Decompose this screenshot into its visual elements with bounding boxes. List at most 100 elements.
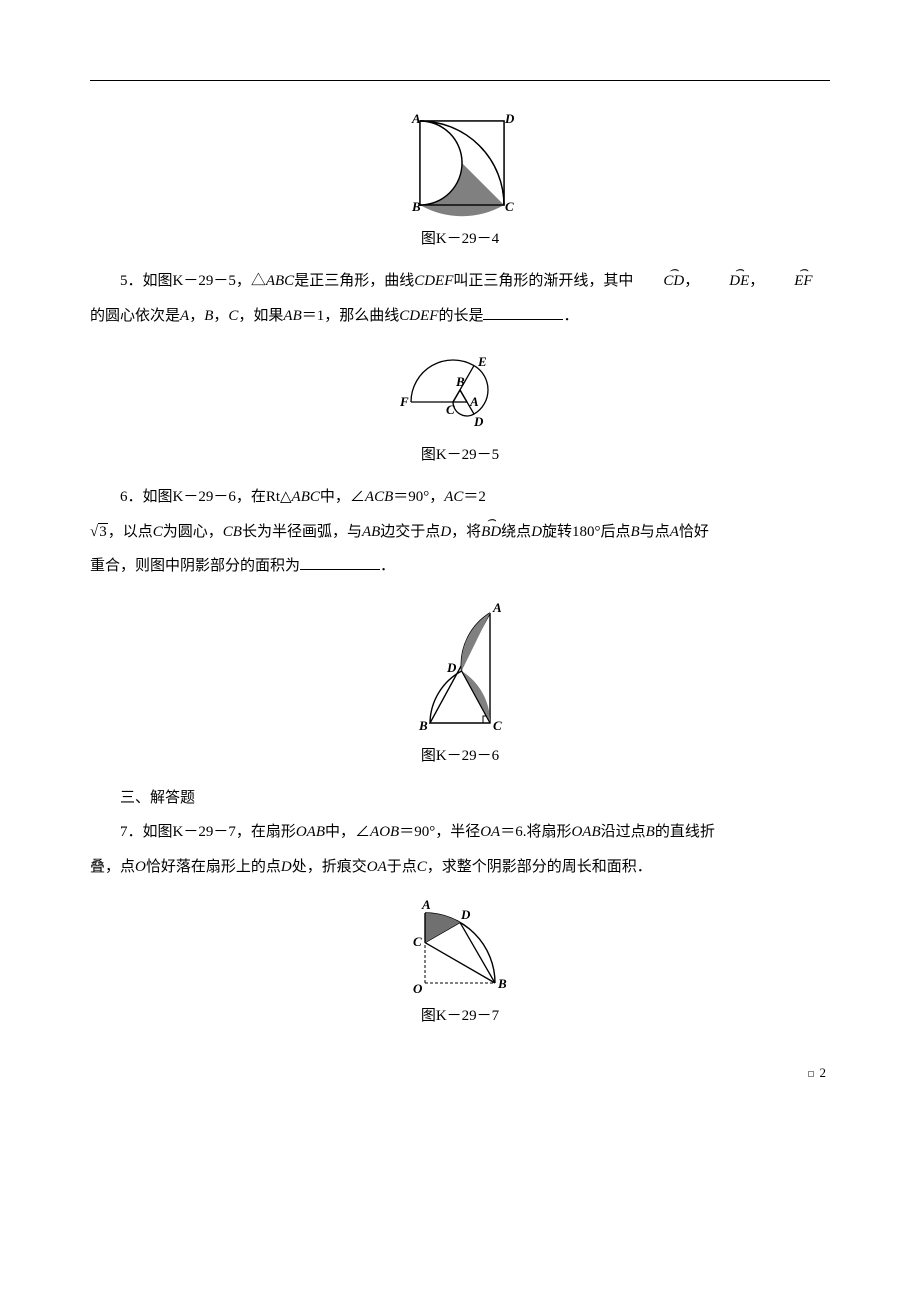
text: 叠，点 xyxy=(90,859,135,875)
text: 中，∠ xyxy=(325,824,370,840)
sqrt-3: √3 xyxy=(90,523,108,540)
text: ＝90°， xyxy=(393,489,444,505)
arc-cd: CD xyxy=(633,264,684,299)
svg-text:C: C xyxy=(446,402,455,417)
text: B xyxy=(631,524,640,540)
svg-text:B: B xyxy=(455,374,465,389)
svg-text:C: C xyxy=(493,718,502,733)
text: ． xyxy=(563,308,578,324)
text: O xyxy=(135,859,146,875)
text: B xyxy=(204,308,213,324)
q6-line1: 6．如图K－29－6，在Rt△ABC中，∠ACB＝90°，AC＝2 xyxy=(90,480,830,515)
text: AOB xyxy=(370,824,399,840)
figure-5-svg: A B C D E F xyxy=(390,347,530,437)
text: OAB xyxy=(571,824,600,840)
text: ，求整个阴影部分的周长和面积． xyxy=(427,859,652,875)
page-container: A D B C 图K－29－4 5．如图K－29－5，△ABC是正三角形，曲线C… xyxy=(0,0,920,1141)
text: ＝6.将扇形 xyxy=(500,824,571,840)
page-number: 2 xyxy=(90,1065,830,1081)
text: CDEF xyxy=(399,308,438,324)
svg-text:B: B xyxy=(497,976,507,991)
text: ABC xyxy=(266,273,294,289)
text: ＝1，那么曲线 xyxy=(302,308,400,324)
text: D xyxy=(531,524,542,540)
text: ＝90°，半径 xyxy=(399,824,480,840)
q7-line2: 叠，点O恰好落在扇形上的点D处，折痕交OA于点C，求整个阴影部分的周长和面积． xyxy=(90,850,830,885)
svg-text:A: A xyxy=(411,111,421,126)
figure-6-svg: A B C D xyxy=(405,598,515,738)
svg-text:A: A xyxy=(469,394,479,409)
arc-ef: EF xyxy=(764,264,812,299)
q6-line2: √3，以点C为圆心，CB长为半径画弧，与AB边交于点D，将BD绕点D旋转180°… xyxy=(90,515,830,550)
text: AC xyxy=(444,489,463,505)
q5-line2: 的圆心依次是A，B，C，如果AB＝1，那么曲线CDEF的长是． xyxy=(90,299,830,334)
text: C xyxy=(417,859,427,875)
figure-6-caption: 图K－29－6 xyxy=(90,744,830,765)
text: 叫正三角形的渐开线，其中 xyxy=(453,273,633,289)
svg-text:D: D xyxy=(460,907,471,922)
figure-5: A B C D E F 图K－29－5 xyxy=(90,347,830,464)
text: ACB xyxy=(365,489,393,505)
svg-text:E: E xyxy=(477,354,487,369)
text: 于点 xyxy=(387,859,417,875)
text: ，如果 xyxy=(238,308,283,324)
text: 沿过点 xyxy=(601,824,646,840)
text: ， xyxy=(684,273,699,289)
text: 边交于点 xyxy=(380,524,440,540)
svg-text:B: B xyxy=(418,718,428,733)
text: ， xyxy=(749,273,764,289)
svg-text:O: O xyxy=(413,981,423,996)
text: OAB xyxy=(296,824,325,840)
text: 的圆心依次是 xyxy=(90,308,180,324)
text: C xyxy=(228,308,238,324)
figure-6: A B C D 图K－29－6 xyxy=(90,598,830,765)
text: 是正三角形，曲线 xyxy=(294,273,414,289)
text: 恰好落在扇形上的点 xyxy=(146,859,281,875)
figure-4-caption: 图K－29－4 xyxy=(90,227,830,248)
text: 5．如图K－29－5，△ xyxy=(120,273,266,289)
arc-de: DE xyxy=(699,264,749,299)
figure-5-caption: 图K－29－5 xyxy=(90,443,830,464)
q7-line1: 7．如图K－29－7，在扇形OAB中，∠AOB＝90°，半径OA＝6.将扇形OA… xyxy=(90,815,830,850)
svg-text:A: A xyxy=(492,600,502,615)
text: 恰好 xyxy=(679,524,709,540)
text: ， xyxy=(189,308,204,324)
figure-4: A D B C 图K－29－4 xyxy=(90,111,830,248)
text: 的长是 xyxy=(438,308,483,324)
svg-text:F: F xyxy=(399,394,409,409)
text: CB xyxy=(223,524,242,540)
text: 重合，则图中阴影部分的面积为 xyxy=(90,558,300,574)
text: ABC xyxy=(292,489,320,505)
section-3-heading: 三、解答题 xyxy=(90,781,830,816)
text: OA xyxy=(480,824,500,840)
text: 与点 xyxy=(640,524,670,540)
text: ，将 xyxy=(451,524,481,540)
text: 长为半径画弧，与 xyxy=(242,524,362,540)
svg-text:D: D xyxy=(473,414,484,429)
text: AB xyxy=(283,308,301,324)
q5-line1: 5．如图K－29－5，△ABC是正三角形，曲线CDEF叫正三角形的渐开线，其中C… xyxy=(90,264,830,299)
text: 6．如图K－29－6，在Rt△ xyxy=(120,489,292,505)
figure-7-caption: 图K－29－7 xyxy=(90,1004,830,1025)
svg-text:B: B xyxy=(411,199,421,214)
text: D xyxy=(281,859,292,875)
text: 绕点 xyxy=(501,524,531,540)
top-rule xyxy=(90,80,830,81)
svg-text:A: A xyxy=(421,898,431,912)
text: CDEF xyxy=(414,273,453,289)
text: A xyxy=(180,308,189,324)
figure-4-svg: A D B C xyxy=(400,111,520,221)
page-number-value: 2 xyxy=(820,1065,827,1080)
figure-7: A B C D O 图K－29－7 xyxy=(90,898,830,1025)
radicand: 3 xyxy=(98,523,108,540)
text: C xyxy=(153,524,163,540)
svg-text:D: D xyxy=(446,660,457,675)
text: ， xyxy=(213,308,228,324)
text: 旋转180°后点 xyxy=(542,524,631,540)
text: 7．如图K－29－7，在扇形 xyxy=(120,824,296,840)
figure-7-svg: A B C D O xyxy=(400,898,520,998)
svg-text:D: D xyxy=(504,111,515,126)
text: D xyxy=(440,524,451,540)
blank-6 xyxy=(300,556,380,571)
text: B xyxy=(646,824,655,840)
